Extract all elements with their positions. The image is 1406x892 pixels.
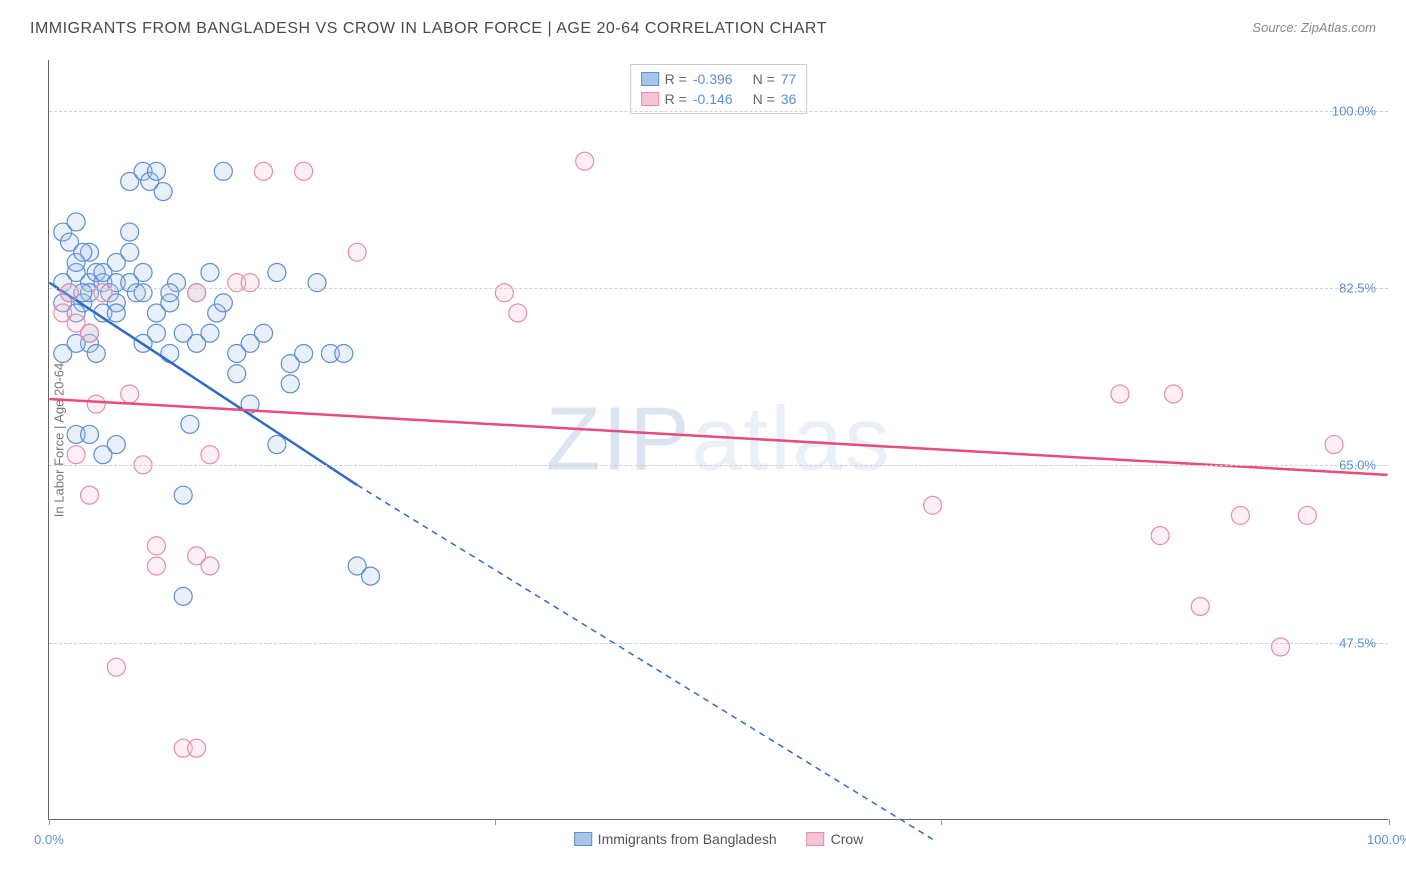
data-point-bangladesh (181, 415, 199, 433)
data-point-crow (1111, 385, 1129, 403)
data-point-crow (348, 243, 366, 261)
data-point-bangladesh (81, 425, 99, 443)
data-point-crow (924, 496, 942, 514)
data-point-bangladesh (154, 183, 172, 201)
data-point-crow (1298, 506, 1316, 524)
data-point-crow (509, 304, 527, 322)
data-point-crow (107, 658, 125, 676)
y-tick-label: 65.0% (1339, 458, 1376, 473)
data-point-crow (1325, 436, 1343, 454)
legend-series: Immigrants from Bangladesh Crow (574, 831, 864, 847)
x-tick (49, 819, 50, 825)
data-point-crow (201, 557, 219, 575)
data-point-crow (121, 385, 139, 403)
data-point-crow (147, 537, 165, 555)
data-point-bangladesh (161, 284, 179, 302)
y-tick-label: 82.5% (1339, 281, 1376, 296)
data-point-bangladesh (214, 162, 232, 180)
data-point-bangladesh (67, 213, 85, 231)
data-point-crow (60, 284, 78, 302)
data-point-bangladesh (174, 486, 192, 504)
gridline (49, 465, 1388, 466)
data-point-bangladesh (87, 344, 105, 362)
x-tick (495, 819, 496, 825)
data-point-bangladesh (281, 375, 299, 393)
x-min-label: 0.0% (34, 832, 64, 847)
data-point-crow (255, 162, 273, 180)
legend-label-bangladesh: Immigrants from Bangladesh (598, 831, 777, 847)
data-point-bangladesh (174, 587, 192, 605)
data-point-crow (81, 324, 99, 342)
data-point-bangladesh (201, 324, 219, 342)
legend-item-bangladesh: Immigrants from Bangladesh (574, 831, 777, 847)
chart-title: IMMIGRANTS FROM BANGLADESH VS CROW IN LA… (30, 20, 827, 38)
legend-label-crow: Crow (831, 831, 864, 847)
data-point-bangladesh (335, 344, 353, 362)
gridline (49, 111, 1388, 112)
data-point-crow (147, 557, 165, 575)
scatter-svg (49, 60, 1388, 819)
data-point-crow (295, 162, 313, 180)
x-tick (941, 819, 942, 825)
data-point-bangladesh (362, 567, 380, 585)
data-point-bangladesh (107, 436, 125, 454)
gridline (49, 288, 1388, 289)
source-value: ZipAtlas.com (1301, 20, 1376, 35)
swatch-bangladesh-2 (574, 832, 592, 846)
legend-item-crow: Crow (807, 831, 864, 847)
chart-plot-area: In Labor Force | Age 20-64 ZIPatlas R = … (48, 60, 1388, 820)
gridline (49, 643, 1388, 644)
data-point-bangladesh (214, 294, 232, 312)
data-point-bangladesh (121, 223, 139, 241)
source-label: Source: (1252, 20, 1297, 35)
data-point-bangladesh (268, 436, 286, 454)
x-max-label: 100.0% (1367, 832, 1406, 847)
y-tick-label: 47.5% (1339, 635, 1376, 650)
data-point-bangladesh (107, 304, 125, 322)
data-point-bangladesh (134, 284, 152, 302)
data-point-crow (1231, 506, 1249, 524)
data-point-crow (201, 446, 219, 464)
data-point-bangladesh (161, 344, 179, 362)
regression-extrapolation-bangladesh (357, 485, 932, 839)
data-point-bangladesh (147, 162, 165, 180)
chart-header: IMMIGRANTS FROM BANGLADESH VS CROW IN LA… (0, 0, 1406, 48)
data-point-crow (87, 395, 105, 413)
data-point-crow (1272, 638, 1290, 656)
data-point-crow (188, 284, 206, 302)
chart-source: Source: ZipAtlas.com (1252, 20, 1376, 35)
data-point-bangladesh (74, 243, 92, 261)
data-point-bangladesh (121, 243, 139, 261)
data-point-crow (1165, 385, 1183, 403)
data-point-bangladesh (268, 264, 286, 282)
data-point-crow (67, 446, 85, 464)
data-point-bangladesh (134, 264, 152, 282)
data-point-bangladesh (295, 344, 313, 362)
data-point-bangladesh (255, 324, 273, 342)
data-point-crow (576, 152, 594, 170)
data-point-crow (188, 739, 206, 757)
data-point-crow (1191, 597, 1209, 615)
data-point-bangladesh (201, 264, 219, 282)
regression-line-crow (49, 399, 1387, 475)
data-point-crow (94, 284, 112, 302)
data-point-bangladesh (228, 365, 246, 383)
swatch-crow-2 (807, 832, 825, 846)
y-tick-label: 100.0% (1332, 103, 1376, 118)
data-point-crow (81, 486, 99, 504)
data-point-crow (495, 284, 513, 302)
data-point-crow (1151, 527, 1169, 545)
x-tick (1389, 819, 1390, 825)
